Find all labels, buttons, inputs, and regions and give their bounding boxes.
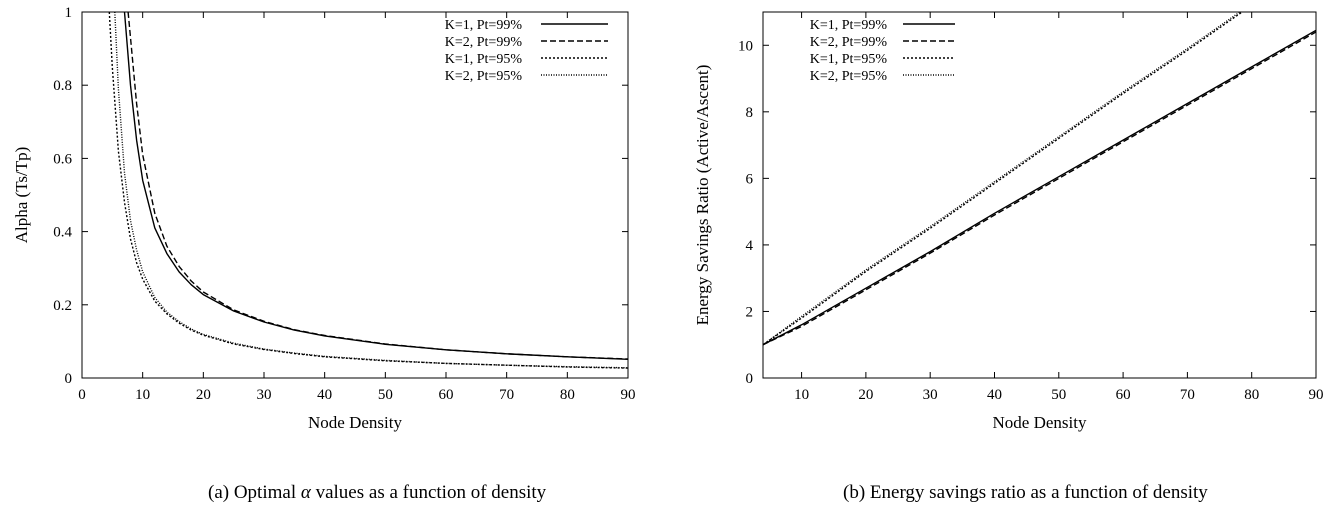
- legend-label: K=1, Pt=99%: [445, 18, 523, 33]
- x-tick-label: 30: [923, 387, 938, 403]
- legend-label: K=1, Pt=95%: [810, 52, 888, 67]
- y-tick-label: 0: [65, 371, 73, 387]
- y-tick-label: 1: [65, 5, 73, 21]
- x-tick-label: 70: [1180, 387, 1195, 403]
- y-axis-label: Alpha (Ts/Tp): [12, 147, 31, 244]
- x-tick-label: 10: [794, 387, 809, 403]
- x-axis-label: Node Density: [308, 413, 402, 432]
- legend-label: K=2, Pt=95%: [445, 69, 523, 84]
- y-tick-label: 8: [746, 105, 754, 121]
- series-line-1: [763, 29, 1316, 346]
- y-tick-label: 0.8: [53, 78, 72, 94]
- legend: K=1, Pt=99% K=2, Pt=99% K=1, Pt=95% K=2, Pt…: [445, 18, 608, 84]
- x-tick-label: 90: [1309, 387, 1324, 403]
- y-tick-label: 10: [738, 38, 753, 54]
- caption-a: (a) Optimal α values as a function of de…: [208, 482, 546, 504]
- x-tick-label: 20: [196, 387, 211, 403]
- y-tick-label: 0: [746, 371, 754, 387]
- y-axis-label: Energy Savings Ratio (Active/Ascent): [693, 65, 712, 326]
- series-line-2: [127, 12, 628, 360]
- x-tick-label: 60: [1116, 387, 1131, 403]
- chart-energy-savings-vs-density: 10 20 30 40 50 60 70 80 90 0 2 4 6 8 10 Node Density Ene…: [693, 11, 1324, 432]
- y-tick-label: 0.4: [53, 225, 72, 241]
- series-line-2: [763, 31, 1316, 346]
- plot-frame: [81, 11, 629, 379]
- legend-label: K=1, Pt=95%: [445, 52, 523, 67]
- series-line-1: [123, 12, 628, 360]
- x-tick-label: 50: [378, 387, 393, 403]
- chart-alpha-vs-density: 0 10 20 30 40 50 60 70 80 90 0 0.2 0.4 0.6 0.8 1 Node De…: [12, 5, 636, 432]
- x-tick-label: 10: [135, 387, 150, 403]
- y-tick-label: 0.2: [53, 298, 72, 314]
- x-tick-label: 40: [317, 387, 332, 403]
- caption-a-prefix: (a) Optimal: [208, 482, 301, 503]
- y-tick-label: 6: [746, 171, 754, 187]
- legend-label: K=2, Pt=99%: [810, 35, 888, 50]
- series-line-4: [114, 12, 628, 369]
- x-tick-label: 80: [560, 387, 575, 403]
- caption-b: (b) Energy savings ratio as a function o…: [843, 482, 1208, 503]
- x-axis-label: Node Density: [993, 413, 1087, 432]
- x-tick-label: 20: [858, 387, 873, 403]
- legend-label: K=2, Pt=99%: [445, 35, 523, 50]
- x-tick-label: 40: [987, 387, 1002, 403]
- plot-frame: [762, 11, 1317, 379]
- x-tick-label: 50: [1051, 387, 1066, 403]
- x-tick-label: 80: [1244, 387, 1259, 403]
- y-tick-label: 4: [746, 238, 754, 254]
- legend: K=1, Pt=99% K=2, Pt=99% K=1, Pt=95% K=2, Pt…: [810, 18, 955, 84]
- y-tick-label: 0.6: [53, 151, 72, 167]
- x-tick-label: 70: [499, 387, 514, 403]
- x-tick-label: 60: [439, 387, 454, 403]
- series-line-3: [763, 12, 1244, 346]
- caption-a-alpha-symbol: α: [300, 482, 311, 503]
- x-tick-label: 30: [257, 387, 272, 403]
- legend-label: K=1, Pt=99%: [810, 18, 888, 33]
- x-tick-label: 0: [78, 387, 86, 403]
- series-line-3: [108, 12, 628, 369]
- caption-a-suffix: values as a function of density: [310, 482, 547, 503]
- legend-label: K=2, Pt=95%: [810, 69, 888, 84]
- series-line-4: [763, 12, 1242, 346]
- x-tick-label: 90: [621, 387, 636, 403]
- y-tick-label: 2: [746, 304, 754, 320]
